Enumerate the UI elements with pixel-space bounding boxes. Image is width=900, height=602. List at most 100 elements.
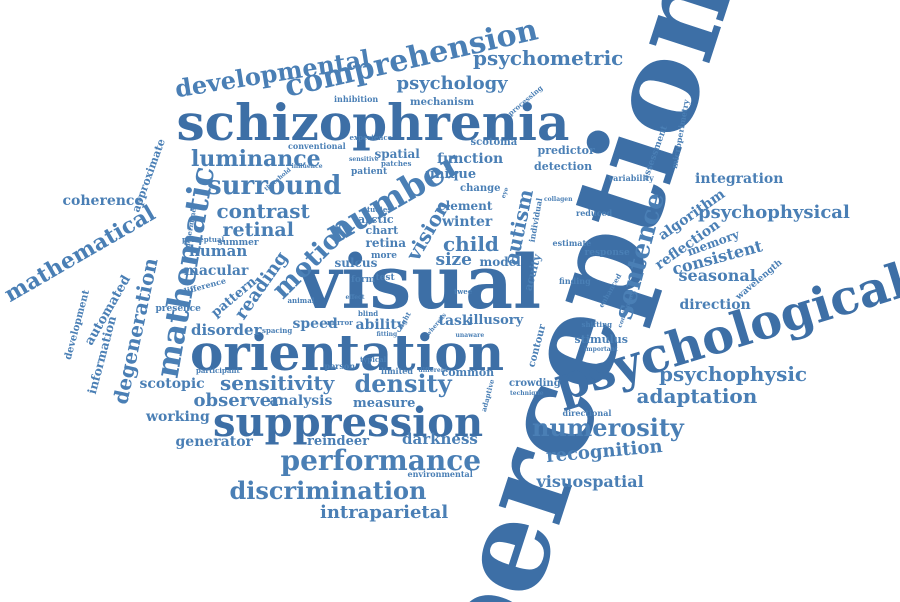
word-child: child	[443, 232, 499, 256]
word-shifting: shifting	[581, 319, 613, 329]
word-conventional: conventional	[288, 141, 346, 151]
word-psychophysical: psychophysical	[698, 202, 850, 223]
word-effect: effect	[345, 294, 365, 301]
word-variability: variability	[608, 173, 654, 183]
word-psychometric: psychometric	[473, 46, 624, 70]
word-patient: patient	[351, 166, 388, 177]
word-influence: influence	[291, 163, 323, 170]
word-collagen: collagen	[544, 196, 573, 203]
word-illusory: illusory	[468, 312, 524, 328]
word-intraparietal: intraparietal	[320, 502, 449, 523]
word-disorder: disorder	[191, 320, 262, 339]
word-arctic: arctic	[358, 212, 394, 226]
word-darkness: darkness	[402, 429, 478, 448]
word-mechanism: mechanism	[410, 97, 475, 108]
word-measure: measure	[353, 395, 416, 411]
word-animal: animal	[287, 295, 315, 305]
word-reduced: reduced	[576, 208, 613, 218]
word-retina: retina	[365, 236, 407, 250]
word-different: different	[418, 367, 448, 374]
word-numerosity: numerosity	[532, 413, 684, 442]
word-sensitivity: sensitivity	[220, 371, 335, 395]
word-macular: macular	[184, 263, 249, 279]
word-sensitive: sensitive	[349, 156, 379, 163]
word-scotoma: scotoma	[470, 137, 518, 148]
word-model: model	[479, 255, 521, 269]
word-analysis: analysis	[269, 393, 333, 409]
word-discrimination: discrimination	[229, 476, 427, 505]
word-ability: ability	[355, 317, 405, 333]
word-important: important	[584, 346, 618, 353]
word-scotopic: scotopic	[139, 376, 205, 392]
word-suppression: suppression	[213, 399, 484, 446]
word-speed: speed	[292, 316, 338, 332]
word-observer: observer	[193, 390, 281, 411]
word-unaware: unaware	[455, 332, 485, 339]
word-inhibition: inhibition	[334, 94, 379, 104]
word-estimate: estimate	[552, 238, 592, 248]
word-human: human	[189, 241, 248, 260]
word-twee: twee	[454, 286, 473, 296]
word-more: more	[371, 250, 397, 261]
word-common: common	[441, 365, 495, 379]
word-performance: performance	[280, 444, 482, 477]
word-finding: finding	[559, 276, 591, 286]
word-test: test	[375, 272, 395, 283]
word-experience: experience	[349, 132, 393, 142]
word-psychophysic: psychophysic	[659, 362, 808, 386]
word-unique: unique	[425, 166, 477, 182]
word-schizophrenia: schizophrenia	[176, 93, 570, 152]
word-fitting: fitting	[376, 331, 398, 338]
word-predictor: predictor	[537, 143, 595, 157]
word-patches: patches	[381, 158, 412, 168]
word-directional: directional	[562, 408, 612, 418]
word-task: task	[438, 313, 472, 329]
word-crowding: crowding	[509, 378, 561, 389]
word-psychology: psychology	[396, 73, 508, 94]
word-chart: chart	[365, 223, 399, 237]
word-response: response	[584, 247, 630, 258]
word-winter: winter	[442, 214, 493, 230]
word-seasonal: seasonal	[678, 266, 756, 285]
word-element: element	[438, 199, 493, 213]
word-luminance: luminance	[191, 146, 321, 172]
word-blind: blind	[358, 308, 379, 318]
word-change: change	[460, 183, 501, 194]
word-detection: detection	[534, 159, 593, 173]
word-technique: technique	[510, 390, 544, 397]
word-environmental: environmental	[407, 469, 473, 479]
word-presence: presence	[155, 303, 201, 314]
word-participant: participant	[196, 365, 240, 375]
word-adaptation: adaptation	[636, 384, 758, 408]
word-sulcus: sulcus	[334, 256, 378, 270]
word-spatial: spatial	[374, 147, 420, 161]
word-typical: typical	[360, 354, 387, 364]
word-visual: visual	[298, 240, 542, 326]
word-eye: eye	[499, 186, 510, 200]
word-limited: limited	[381, 366, 413, 376]
word-perceptual: perceptual	[182, 234, 225, 244]
word-studies: studies	[363, 204, 392, 214]
word-size: size	[435, 249, 473, 270]
word-retinal: retinal	[222, 218, 294, 241]
word-development: development	[62, 288, 93, 361]
word-coherence: coherence	[62, 193, 144, 209]
word-surround: surround	[207, 171, 342, 201]
word-working: working	[146, 409, 210, 425]
word-visuospatial: visuospatial	[536, 472, 644, 491]
word-density: density	[354, 369, 452, 398]
word-reindeer: reindeer	[307, 433, 369, 449]
word-summer: summer	[217, 237, 259, 248]
word-form: form	[351, 274, 376, 285]
word-direction: direction	[679, 297, 751, 313]
word-orientation: orientation	[190, 323, 505, 382]
word-person: person	[324, 361, 356, 371]
word-function: function	[437, 151, 504, 167]
word-stimulus: stimulus	[574, 332, 628, 346]
word-integration: integration	[695, 171, 784, 187]
word-mirror: mirror	[327, 317, 353, 327]
word-generator: generator	[175, 434, 253, 450]
word-spacing: spacing	[262, 325, 293, 335]
word-contrast: contrast	[216, 199, 310, 223]
